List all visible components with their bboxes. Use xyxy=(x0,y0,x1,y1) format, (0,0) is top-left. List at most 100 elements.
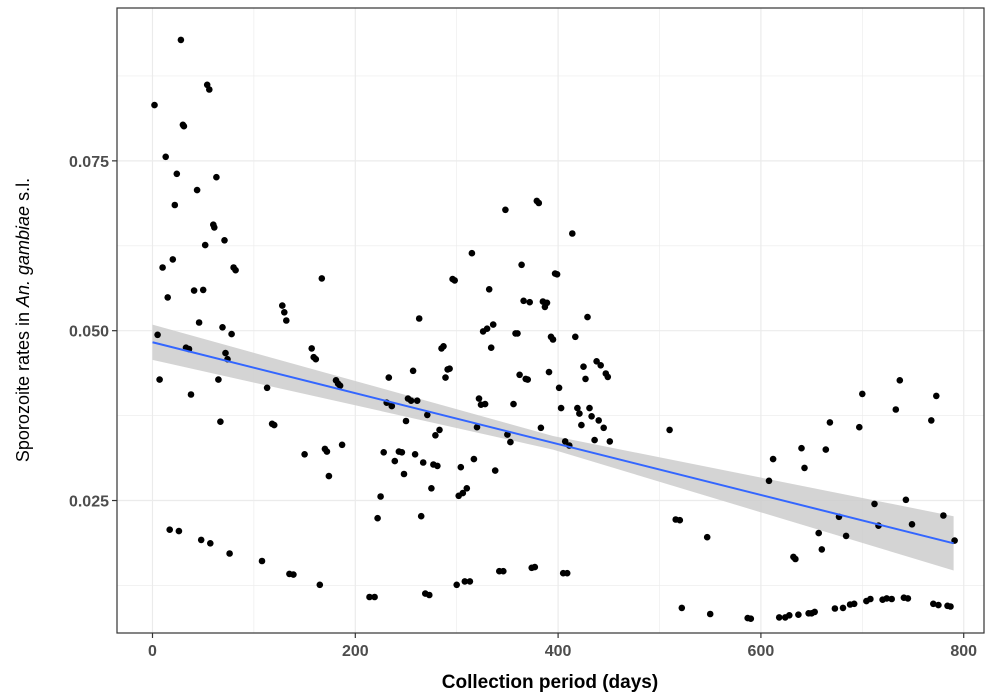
data-point xyxy=(470,455,478,463)
data-point xyxy=(485,286,493,293)
data-point xyxy=(543,299,551,307)
data-point xyxy=(888,595,895,603)
data-point xyxy=(706,610,714,618)
data-point xyxy=(400,470,408,478)
data-point xyxy=(417,512,425,520)
data-point xyxy=(839,604,847,612)
data-point xyxy=(867,595,874,603)
y-tick-label: 0.075 xyxy=(69,154,109,171)
data-point xyxy=(211,224,218,231)
data-point xyxy=(510,400,517,408)
data-point xyxy=(391,457,399,465)
data-point xyxy=(606,438,614,445)
data-point xyxy=(463,485,471,492)
data-point xyxy=(871,500,878,508)
x-axis-title: Collection period (days) xyxy=(442,672,658,693)
data-point xyxy=(507,438,514,446)
data-point xyxy=(180,122,188,130)
data-point xyxy=(856,423,863,431)
data-point xyxy=(409,367,417,375)
data-point xyxy=(312,355,320,363)
data-point xyxy=(487,344,495,352)
data-point xyxy=(574,404,581,412)
y-tick-label: 0.025 xyxy=(69,494,109,511)
data-point xyxy=(940,512,947,519)
confidence-band xyxy=(152,324,954,571)
data-point xyxy=(902,496,910,504)
data-point xyxy=(826,419,834,426)
data-point xyxy=(402,417,410,425)
data-point xyxy=(549,336,557,343)
panel-border xyxy=(116,7,985,634)
data-point xyxy=(413,397,421,405)
data-point xyxy=(818,546,826,553)
data-point xyxy=(935,601,942,609)
data-point xyxy=(453,581,461,589)
data-point xyxy=(279,302,286,309)
data-point xyxy=(678,604,686,612)
data-point xyxy=(407,397,415,405)
data-point xyxy=(177,36,185,44)
data-point xyxy=(883,595,890,602)
x-tick-label: 600 xyxy=(748,643,775,660)
data-point xyxy=(426,591,433,599)
data-point xyxy=(213,173,220,181)
data-point xyxy=(468,249,476,257)
data-point xyxy=(545,368,553,376)
y-axis-title-species: An. gambiae xyxy=(13,206,33,308)
minor-gridlines xyxy=(117,8,984,633)
data-point xyxy=(283,317,290,324)
data-point xyxy=(270,421,278,429)
data-point xyxy=(385,374,393,381)
data-point xyxy=(197,536,205,544)
data-point xyxy=(159,264,166,271)
x-tick-label: 400 xyxy=(545,643,572,660)
data-point xyxy=(466,578,474,585)
data-point xyxy=(473,423,481,431)
data-point xyxy=(398,449,406,456)
data-point xyxy=(461,578,469,585)
data-point xyxy=(586,404,593,412)
data-point xyxy=(187,391,195,398)
data-point xyxy=(578,421,585,429)
data-point xyxy=(434,462,441,470)
data-point xyxy=(371,593,378,601)
data-point xyxy=(666,426,673,434)
data-point xyxy=(593,358,600,365)
data-point xyxy=(930,600,937,608)
data-point xyxy=(524,376,531,383)
y-axis-title-prefix: Sporozoite rates in xyxy=(13,307,33,462)
data-point xyxy=(388,402,396,410)
data-point xyxy=(553,271,561,278)
data-point xyxy=(815,529,822,537)
data-point xyxy=(419,459,427,466)
data-point xyxy=(892,406,900,413)
data-point xyxy=(604,373,612,381)
data-point xyxy=(518,261,525,269)
data-point xyxy=(481,400,489,408)
data-point xyxy=(201,241,209,249)
data-point xyxy=(859,390,866,398)
data-point xyxy=(281,309,288,316)
data-point xyxy=(747,615,755,622)
data-point xyxy=(928,417,935,424)
data-point xyxy=(786,612,793,619)
data-point xyxy=(169,256,177,263)
data-point xyxy=(366,593,373,601)
data-point xyxy=(263,384,271,392)
data-point xyxy=(206,86,213,93)
data-point xyxy=(175,527,183,535)
data-point xyxy=(301,451,308,458)
data-point xyxy=(502,206,509,214)
data-point xyxy=(193,186,201,194)
major-gridlines xyxy=(117,8,984,633)
data-point xyxy=(933,392,940,400)
data-point xyxy=(290,571,297,578)
data-point xyxy=(173,170,181,178)
data-point xyxy=(258,557,266,565)
data-point xyxy=(232,266,239,274)
data-point xyxy=(850,600,858,608)
data-point xyxy=(442,374,449,381)
data-point xyxy=(217,418,224,426)
data-point xyxy=(162,153,169,161)
